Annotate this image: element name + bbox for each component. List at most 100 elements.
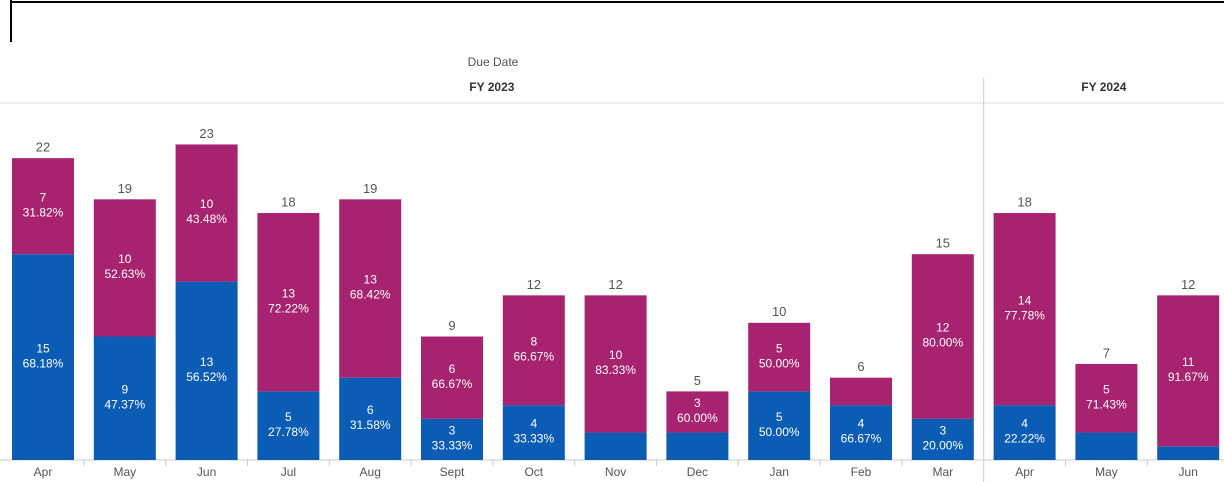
bar-segment [12,158,74,255]
x-tick-label: Apr [1015,465,1034,479]
bar-segment [748,322,811,392]
segment-share: 20.00% [922,439,963,453]
segment-count: 9 [121,382,128,396]
bar-segment [339,377,402,460]
segment-share: 71.43% [1086,397,1127,411]
bar-segment [502,405,565,460]
segment-share: 68.18% [23,356,64,370]
x-tick-label: May [113,465,136,479]
segment-count: 13 [200,355,214,369]
bar-segment [830,377,892,406]
segment-share: 66.67% [513,349,554,363]
segment-count: 6 [367,403,374,417]
segment-share: 22.22% [1004,432,1045,446]
segment-count: 3 [939,424,946,438]
bar-segment [584,432,647,460]
x-tick-label: Nov [605,465,626,479]
segment-count: 4 [1021,417,1028,431]
total-label: 12 [527,277,541,292]
total-label: 12 [1181,277,1195,292]
segment-share: 66.67% [841,432,882,446]
bar-segment [584,295,647,433]
total-label: 6 [857,359,864,374]
segment-count: 6 [449,362,456,376]
x-tick-label: Aug [360,465,381,479]
bar-segment [993,213,1056,406]
segment-share: 31.58% [350,418,391,432]
segment-count: 5 [776,410,783,424]
group-label: FY 2023 [469,80,514,94]
segment-share: 33.33% [432,439,473,453]
segment-share: 47.37% [104,397,145,411]
bar-segment [502,295,565,406]
total-label: 15 [936,236,950,251]
x-tick-label: Dec [687,465,708,479]
segment-count: 5 [1103,382,1110,396]
segment-share: 31.82% [23,205,64,219]
total-label: 19 [118,181,132,196]
segment-share: 80.00% [922,336,963,350]
segment-count: 7 [40,190,47,204]
segment-share: 56.52% [186,370,227,384]
x-tick-label: Jul [281,465,296,479]
bar-segment [257,213,320,392]
bar-segment [421,418,483,460]
x-tick-label: Mar [932,465,953,479]
x-tick-label: Jan [770,465,789,479]
segment-count: 3 [449,424,456,438]
segment-count: 5 [776,341,783,355]
bar-segment [339,199,402,378]
bar-segment [911,254,974,419]
bar-segment [1075,363,1138,433]
segment-share: 77.78% [1004,308,1045,322]
x-tick-label: Jun [197,465,216,479]
bar-segment [1075,432,1138,460]
segment-count: 14 [1018,293,1032,307]
bar-segment [175,144,238,282]
total-label: 19 [363,181,377,196]
total-label: 18 [1017,194,1031,209]
segment-count: 3 [694,396,701,410]
x-tick-label: Sept [440,465,465,479]
total-label: 12 [608,277,622,292]
segment-count: 12 [936,321,950,335]
x-tick-label: Feb [851,465,872,479]
bar-segment [93,199,156,337]
bar-segment [666,432,729,460]
total-label: 9 [448,318,455,333]
segment-share: 43.48% [186,212,227,226]
bar-segment [666,391,729,433]
total-label: 22 [36,140,50,155]
segment-count: 4 [530,417,537,431]
segment-count: 5 [285,410,292,424]
bar-segment [1157,446,1220,460]
total-label: 23 [199,126,213,141]
segment-count: 10 [118,252,132,266]
bar-segment [175,281,238,460]
segment-share: 68.42% [350,288,391,302]
x-tick-label: Oct [524,465,543,479]
bar-segment [421,336,483,419]
bar-segment [911,418,974,460]
segment-count: 4 [858,417,865,431]
segment-count: 13 [282,286,296,300]
bar-segment [12,254,74,460]
x-tick-label: May [1095,465,1118,479]
segment-count: 11 [1182,355,1195,369]
segment-count: 10 [609,348,623,362]
segment-share: 33.33% [513,432,554,446]
segment-count: 15 [36,341,50,355]
x-tick-label: Apr [34,465,53,479]
segment-share: 72.22% [268,301,309,315]
bar-segment [93,336,156,460]
group-label: FY 2024 [1081,80,1126,94]
segment-share: 60.00% [677,411,718,425]
total-label: 18 [281,194,295,209]
bar-segment [1157,295,1220,447]
segment-count: 13 [364,273,378,287]
segment-share: 52.63% [104,267,145,281]
segment-count: 8 [530,334,537,348]
segment-share: 27.78% [268,425,309,439]
total-label: 7 [1103,345,1110,360]
